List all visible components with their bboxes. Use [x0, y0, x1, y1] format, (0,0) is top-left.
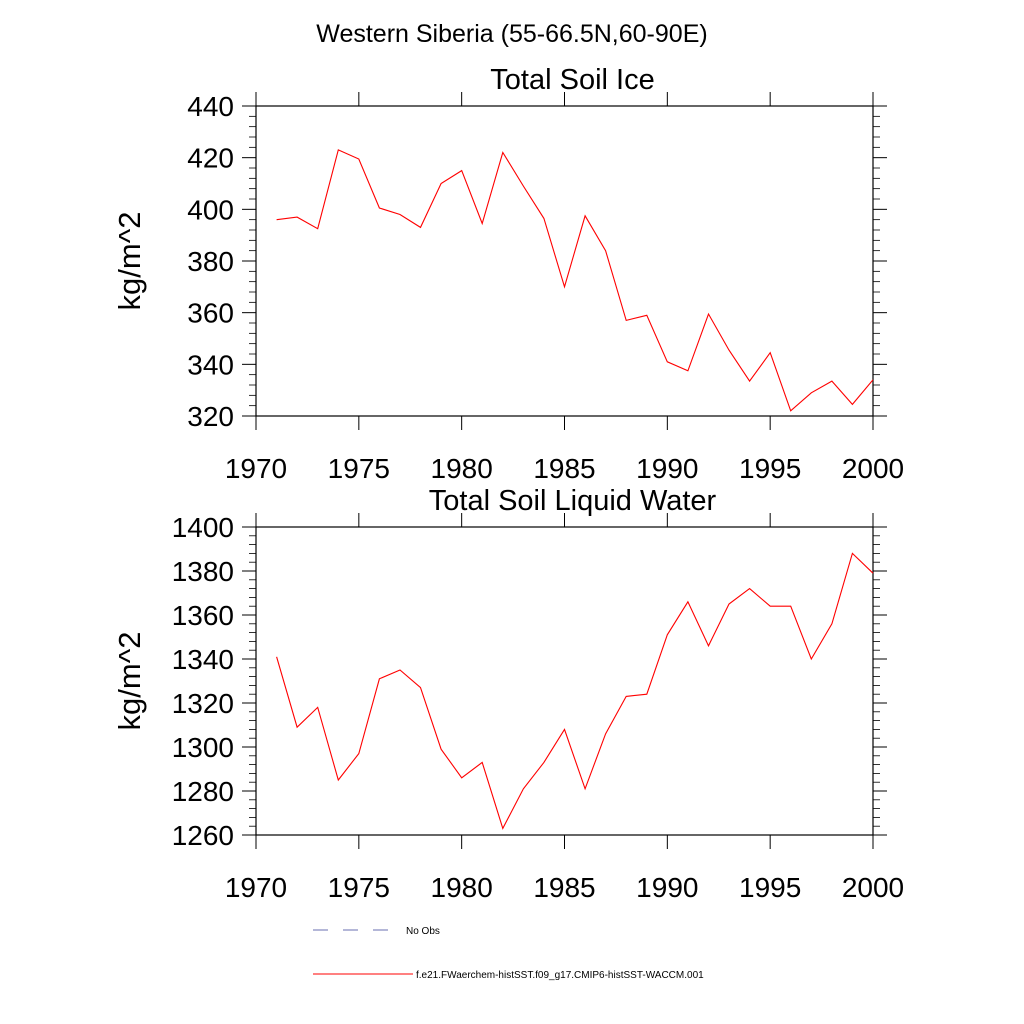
- y-tick-label: 1340: [172, 644, 234, 675]
- y-tick-label: 1380: [172, 556, 234, 587]
- y-tick-label: 1300: [172, 732, 234, 763]
- panel-title: Total Soil Ice: [490, 64, 654, 96]
- figure-main-title: Western Siberia (55-66.5N,60-90E): [316, 20, 707, 48]
- x-tick-label: 1970: [225, 453, 287, 484]
- plot-frame: [255, 526, 874, 836]
- y-tick-label: 340: [187, 349, 234, 380]
- x-tick-label: 2000: [842, 453, 904, 484]
- y-tick-label: 1260: [172, 820, 234, 851]
- x-tick-label: 2000: [842, 872, 904, 903]
- panel-title: Total Soil Liquid Water: [429, 485, 717, 517]
- y-tick-label: 360: [187, 298, 234, 329]
- legend: No Obs f.e21.FWaerchem-histSST.f09_g17.C…: [313, 926, 704, 981]
- x-tick-label: 1975: [328, 453, 390, 484]
- y-axis-label: kg/m^2: [112, 212, 147, 311]
- panel-soil-liquid-water: 1260 1280 1300 1320 1340 1360 1380 1400 1970 1975…: [112, 485, 904, 903]
- x-tick-label: 1990: [636, 453, 698, 484]
- series-line: [276, 149, 874, 412]
- x-tick-label: 1980: [431, 872, 493, 903]
- y-tick-label: 1280: [172, 776, 234, 807]
- panel-soil-ice: 320 340 360 380 400 420 440 1970 1975 1980 1985 199…: [112, 64, 904, 484]
- y-tick-label: 400: [187, 194, 234, 225]
- y-axis-label: kg/m^2: [112, 632, 147, 731]
- y-tick-label: 1400: [172, 512, 234, 543]
- x-tick-label: 1985: [533, 453, 595, 484]
- plot-frame: [255, 105, 874, 417]
- x-tick-label: 1995: [739, 872, 801, 903]
- x-tick-label: 1980: [431, 453, 493, 484]
- x-tick-label: 1995: [739, 453, 801, 484]
- x-tick-label: 1985: [533, 872, 595, 903]
- x-tick-label: 1975: [328, 872, 390, 903]
- y-tick-label: 380: [187, 246, 234, 277]
- y-tick-label: 1360: [172, 600, 234, 631]
- legend-label-model-run: f.e21.FWaerchem-histSST.f09_g17.CMIP6-hi…: [416, 970, 704, 981]
- legend-label-no-obs: No Obs: [406, 926, 440, 937]
- x-tick-label: 1970: [225, 872, 287, 903]
- y-tick-label: 320: [187, 401, 234, 432]
- y-tick-label: 440: [187, 91, 234, 122]
- x-tick-label: 1990: [636, 872, 698, 903]
- y-tick-label: 420: [187, 143, 234, 174]
- series-line: [276, 552, 874, 830]
- y-tick-label: 1320: [172, 688, 234, 719]
